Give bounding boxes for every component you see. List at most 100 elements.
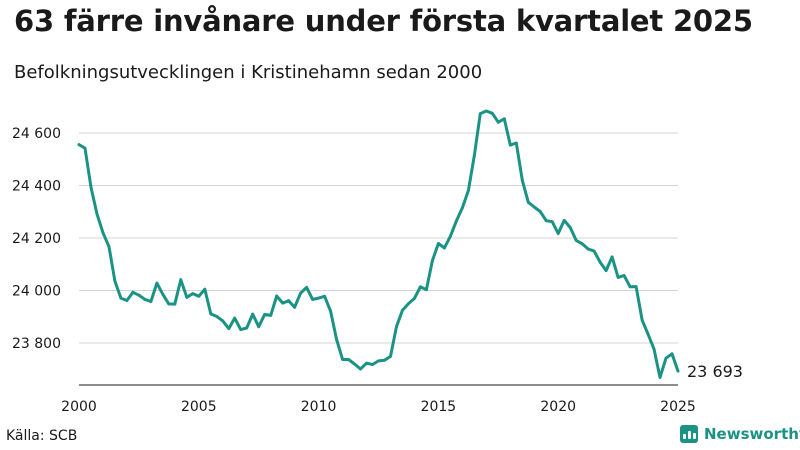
data-point <box>347 358 350 361</box>
data-point <box>83 146 87 150</box>
data-point <box>203 287 207 291</box>
data-point <box>508 143 512 147</box>
data-point <box>353 362 356 366</box>
data-point <box>149 300 153 303</box>
data-point <box>371 363 374 366</box>
data-point <box>425 288 428 292</box>
data-point <box>431 259 434 262</box>
data-point <box>131 290 135 294</box>
data-point <box>467 189 470 192</box>
data-point <box>323 294 326 298</box>
data-point <box>233 316 237 320</box>
data-point <box>556 232 560 235</box>
data-point <box>586 247 590 251</box>
data-point <box>125 299 129 302</box>
data-point <box>227 327 231 330</box>
data-point <box>281 301 285 305</box>
data-point <box>263 313 267 316</box>
data-point <box>538 210 542 213</box>
data-point <box>191 292 195 295</box>
data-point <box>472 154 476 158</box>
data-point <box>478 112 482 115</box>
data-point <box>269 314 273 317</box>
data-point <box>179 278 183 282</box>
data-point <box>658 376 662 379</box>
data-point <box>359 367 362 371</box>
data-point <box>89 185 93 189</box>
data-point <box>311 298 314 301</box>
end-value-label: 23 693 <box>687 362 743 381</box>
data-point <box>107 245 111 249</box>
data-point <box>197 294 201 298</box>
data-point <box>257 325 261 329</box>
data-point <box>185 295 189 299</box>
data-point <box>221 319 225 323</box>
series-line <box>77 109 680 379</box>
data-point <box>580 242 584 246</box>
data-point <box>413 297 416 300</box>
data-point <box>532 205 536 209</box>
x-tick-label: 2000 <box>61 399 97 415</box>
data-point <box>137 293 141 297</box>
data-point <box>616 276 620 279</box>
data-point <box>670 352 674 356</box>
data-point <box>167 302 171 306</box>
data-point <box>401 308 404 312</box>
data-point <box>496 120 500 124</box>
data-point <box>484 109 488 113</box>
data-point <box>526 200 530 204</box>
x-tick-label: 2020 <box>540 399 576 415</box>
x-tick-label: 2015 <box>421 399 457 415</box>
data-point <box>640 318 644 322</box>
data-point <box>395 325 398 328</box>
data-point <box>676 369 680 373</box>
data-point <box>592 249 596 253</box>
data-point <box>275 294 279 298</box>
data-point <box>341 358 344 361</box>
data-point <box>287 299 290 303</box>
data-point <box>461 206 464 210</box>
data-point <box>520 178 524 182</box>
data-point <box>562 219 566 222</box>
data-point <box>550 220 554 224</box>
brand-logo: Newsworthy <box>680 425 800 443</box>
data-point <box>646 332 650 336</box>
data-point <box>502 117 506 121</box>
gridlines <box>79 132 678 344</box>
data-point <box>239 328 243 331</box>
x-axis-tick-labels: 2000 2005 2010 2015 2020 2025 <box>61 399 696 415</box>
data-point <box>329 309 332 313</box>
data-point <box>419 285 422 289</box>
data-point <box>622 274 626 277</box>
data-point <box>628 285 632 289</box>
data-point <box>305 286 308 289</box>
data-point <box>143 298 147 301</box>
data-point <box>77 143 81 147</box>
data-point <box>544 219 548 223</box>
data-point <box>652 347 656 351</box>
x-tick-label: 2010 <box>301 399 337 415</box>
chart-subtitle: Befolkningsutvecklingen i Kristinehamn s… <box>14 62 483 83</box>
data-point <box>610 255 614 259</box>
data-point <box>514 141 518 145</box>
data-point <box>389 355 392 358</box>
data-point <box>365 361 368 365</box>
data-point <box>443 246 446 250</box>
data-point <box>293 305 296 309</box>
data-point <box>634 285 638 288</box>
y-tick-label: 24 200 <box>12 231 61 247</box>
x-tick-label: 2025 <box>660 399 696 415</box>
data-point <box>377 359 380 363</box>
data-point <box>664 356 668 360</box>
data-point <box>299 291 302 295</box>
data-point <box>215 315 219 318</box>
data-point <box>113 279 117 283</box>
data-point <box>245 326 249 330</box>
source-note: Källa: SCB <box>6 428 78 444</box>
y-tick-label: 24 400 <box>12 179 61 195</box>
y-axis-tick-labels: 23 800 24 000 24 200 24 400 24 600 <box>12 126 61 352</box>
data-point <box>119 296 123 300</box>
data-point <box>568 226 572 229</box>
data-point <box>95 212 99 216</box>
